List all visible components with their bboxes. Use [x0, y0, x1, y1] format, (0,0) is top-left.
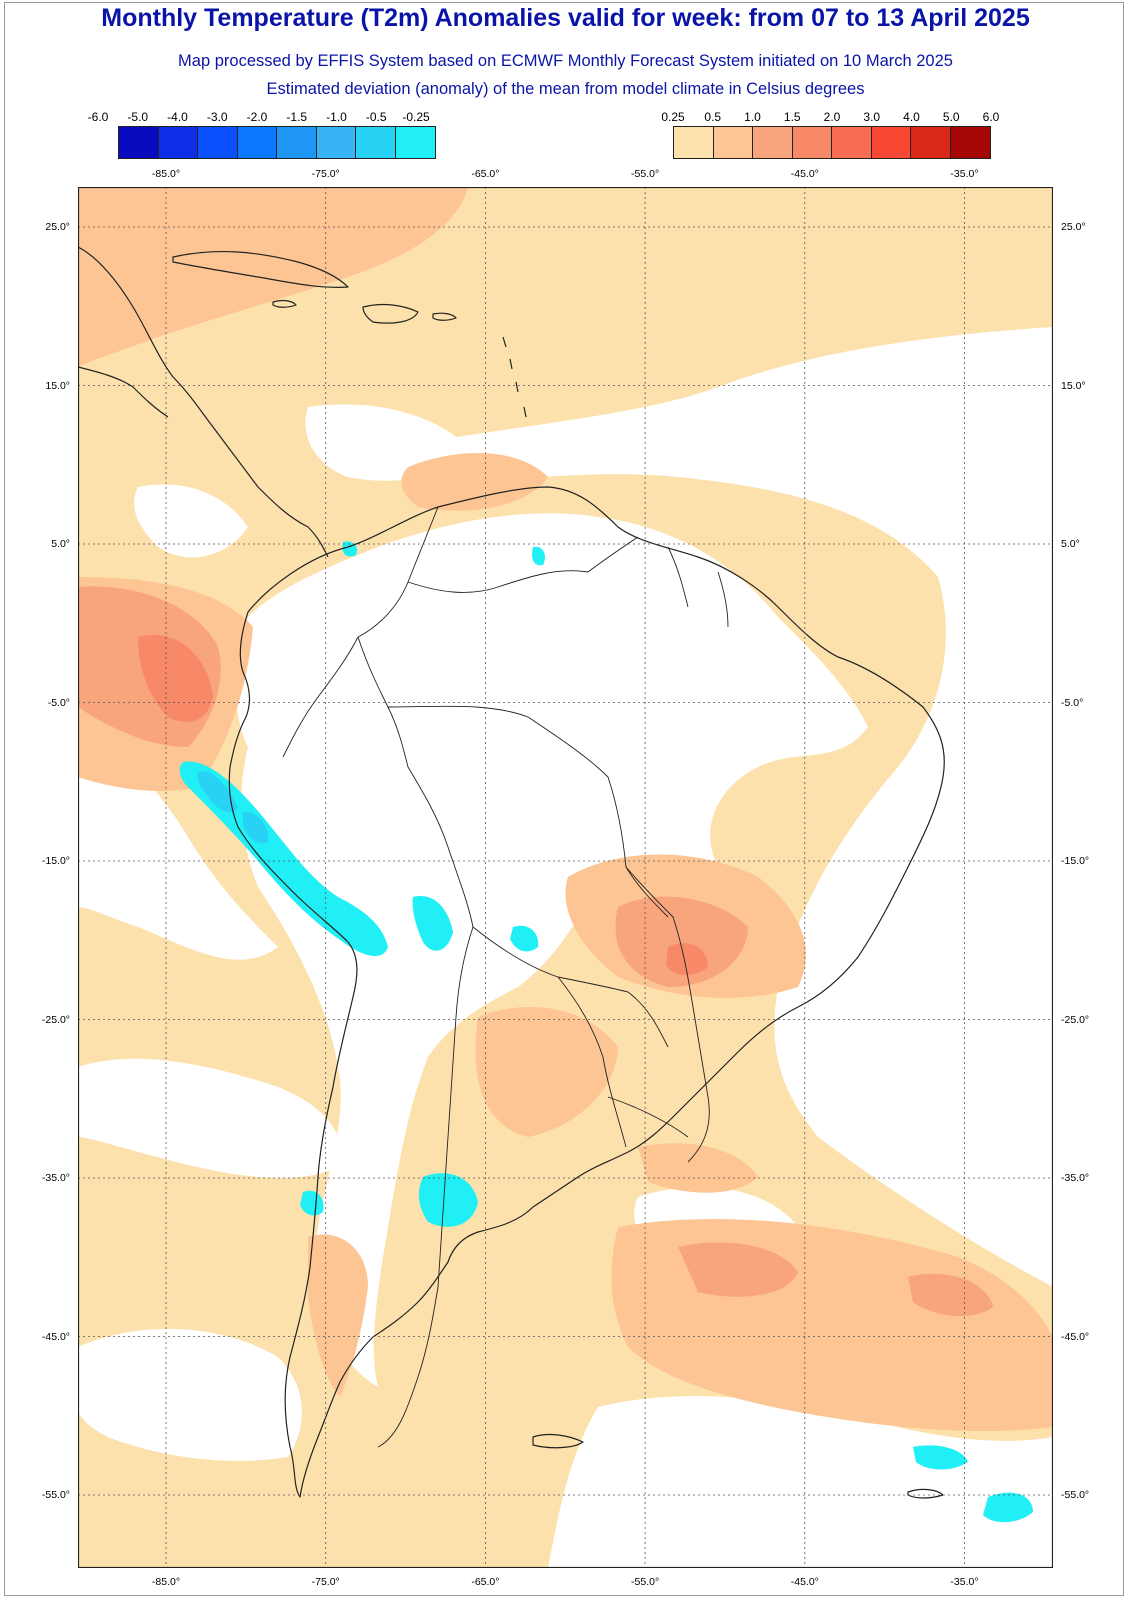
cold-label-5: -1.5 — [286, 110, 308, 124]
warm-swatch-6 — [911, 127, 951, 158]
warm-swatch-3 — [792, 127, 832, 158]
lat-tick-right-4: -15.0° — [1061, 855, 1090, 867]
lon-tick-bot-3: -55.0° — [631, 1576, 660, 1588]
warm-swatch-1 — [713, 127, 753, 158]
lat-tick-left-7: -45.0° — [41, 1330, 70, 1343]
lat-tick-right-7: -45.0° — [1061, 1330, 1090, 1343]
cold-swatch-7 — [395, 127, 435, 158]
page-frame — [4, 2, 1124, 1596]
cold-label-2: -4.0 — [167, 110, 188, 124]
neutral-regions — [78, 327, 1053, 1568]
lon-tick-top-1: -75.0° — [311, 168, 340, 180]
warm-label-6: 4.0 — [903, 110, 920, 124]
lon-tick-bot-4: -45.0° — [790, 1576, 819, 1588]
map-subtitle: Map processed by EFFIS System based on E… — [178, 52, 953, 70]
map-description: Estimated deviation (anomaly) of the mea… — [266, 80, 865, 98]
warm-label-7: 5.0 — [942, 110, 960, 124]
lon-tick-top-5: -35.0° — [950, 168, 979, 180]
warm-anomaly-colorbar — [673, 126, 991, 159]
cold-swatch-0 — [119, 127, 159, 158]
lon-tick-bot-2: -65.0° — [471, 1576, 500, 1588]
lat-tick-right-0: 25.0° — [1061, 221, 1086, 233]
warm-swatch-4 — [832, 127, 872, 158]
lat-tick-right-3: -5.0° — [1061, 696, 1084, 709]
lat-tick-right-2: 5.0° — [1061, 538, 1080, 550]
warm-label-1: 0.5 — [704, 110, 722, 124]
lon-tick-top-2: -65.0° — [471, 168, 500, 180]
lon-tick-top-0: -85.0° — [151, 168, 181, 180]
cold-swatch-3 — [237, 127, 277, 158]
warm-swatch-5 — [871, 127, 911, 158]
lon-tick-bot-1: -75.0° — [311, 1576, 340, 1588]
lon-tick-top-4: -45.0° — [790, 168, 819, 180]
cold-label-7: -0.5 — [365, 110, 387, 124]
warm-swatch-2 — [753, 127, 793, 158]
lat-tick-left-8: -55.0° — [41, 1489, 70, 1501]
lon-tick-bot-5: -35.0° — [950, 1576, 979, 1588]
lat-tick-left-4: -15.0° — [41, 855, 70, 867]
map-title: Monthly Temperature (T2m) Anomalies vali… — [101, 4, 1030, 32]
warm-label-5: 3.0 — [863, 110, 881, 124]
lat-tick-left-2: 5.0° — [51, 538, 70, 550]
warm-swatch-0 — [674, 127, 714, 158]
lat-tick-left-0: 25.0° — [45, 221, 70, 233]
cooler-core-regions — [197, 771, 269, 844]
warm-label-4: 2.0 — [823, 110, 841, 124]
warm-swatch-7 — [950, 127, 990, 158]
lat-tick-right-1: 15.0° — [1061, 379, 1086, 392]
cold-label-1: -5.0 — [127, 110, 149, 124]
cold-label-8: -0.25 — [402, 110, 430, 124]
cold-swatch-6 — [356, 127, 396, 158]
cold-swatch-1 — [158, 127, 198, 158]
country-borders — [282, 506, 729, 1448]
warm-label-0: 0.25 — [661, 110, 685, 124]
cold-label-3: -3.0 — [206, 110, 228, 124]
cold-swatch-5 — [316, 127, 356, 158]
lat-tick-right-5: -25.0° — [1061, 1013, 1090, 1026]
cold-swatch-4 — [277, 127, 317, 158]
warm-label-2: 1.0 — [744, 110, 761, 124]
graticule — [78, 187, 1053, 1568]
lat-tick-left-5: -25.0° — [41, 1013, 70, 1026]
lat-tick-left-1: 15.0° — [45, 379, 70, 392]
lon-tick-bot-0: -85.0° — [151, 1576, 181, 1588]
hot-core-regions — [138, 635, 708, 976]
lon-tick-top-3: -55.0° — [631, 168, 660, 180]
warm-label-3: 1.5 — [783, 110, 801, 124]
cold-label-4: -2.0 — [246, 110, 268, 124]
lat-tick-right-8: -55.0° — [1061, 1489, 1090, 1501]
lat-tick-left-6: -35.0° — [41, 1172, 70, 1184]
lat-tick-right-6: -35.0° — [1061, 1172, 1090, 1184]
map-border — [78, 187, 1053, 1568]
anomaly-map — [78, 187, 1053, 1568]
warm-label-8: 6.0 — [982, 110, 1000, 124]
coastlines — [78, 246, 945, 1499]
cold-label-6: -1.0 — [326, 110, 347, 124]
cold-anomaly-colorbar — [118, 126, 436, 159]
lat-tick-left-3: -5.0° — [47, 696, 70, 709]
cold-label-0: -6.0 — [87, 110, 109, 124]
cold-swatch-2 — [198, 127, 238, 158]
